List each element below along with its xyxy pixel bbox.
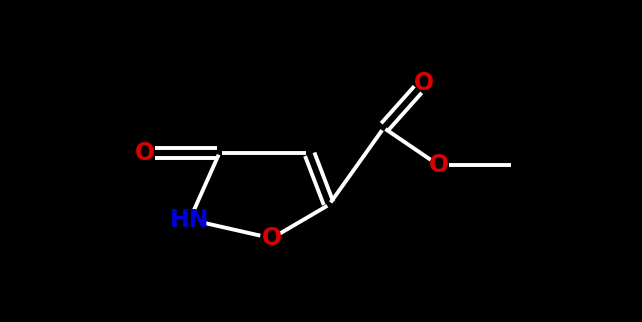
Text: O: O (262, 226, 282, 250)
Text: HN: HN (170, 208, 209, 232)
Text: O: O (413, 71, 433, 95)
Text: O: O (428, 153, 449, 177)
Text: O: O (135, 141, 155, 165)
